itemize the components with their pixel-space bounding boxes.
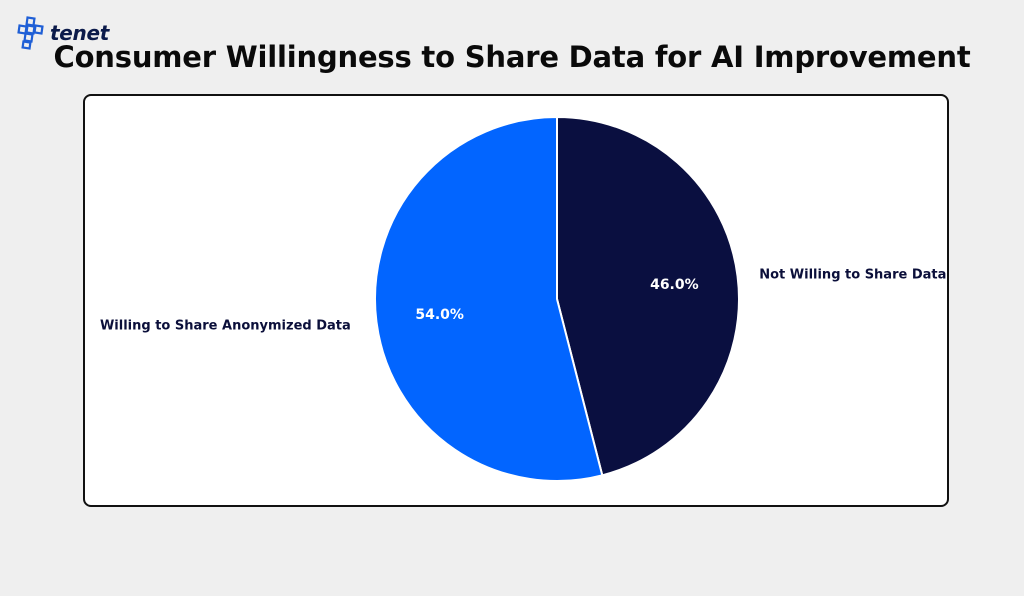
pie-chart: 46.0% Not Willing to Share Data 54.0% Willi… <box>100 115 946 482</box>
pie-slice-0 <box>556 115 740 477</box>
brand-name: tenet <box>50 21 109 45</box>
chart-title: Consumer Willingness to Share Data for A… <box>53 40 971 74</box>
tenet-logo-icon <box>17 16 44 50</box>
slice-category-label-1: Willing to Share Anonymized Data <box>100 319 351 334</box>
slice-category-label-0: Not Willing to Share Data <box>759 267 946 282</box>
brand-logo: tenet <box>16 16 109 50</box>
slice-pct-label-1: 54.0% <box>415 307 464 323</box>
pie-slice-1 <box>374 115 604 482</box>
slice-pct-label-0: 46.0% <box>650 277 699 293</box>
chart-panel: 46.0% Not Willing to Share Data 54.0% Willi… <box>83 94 949 507</box>
